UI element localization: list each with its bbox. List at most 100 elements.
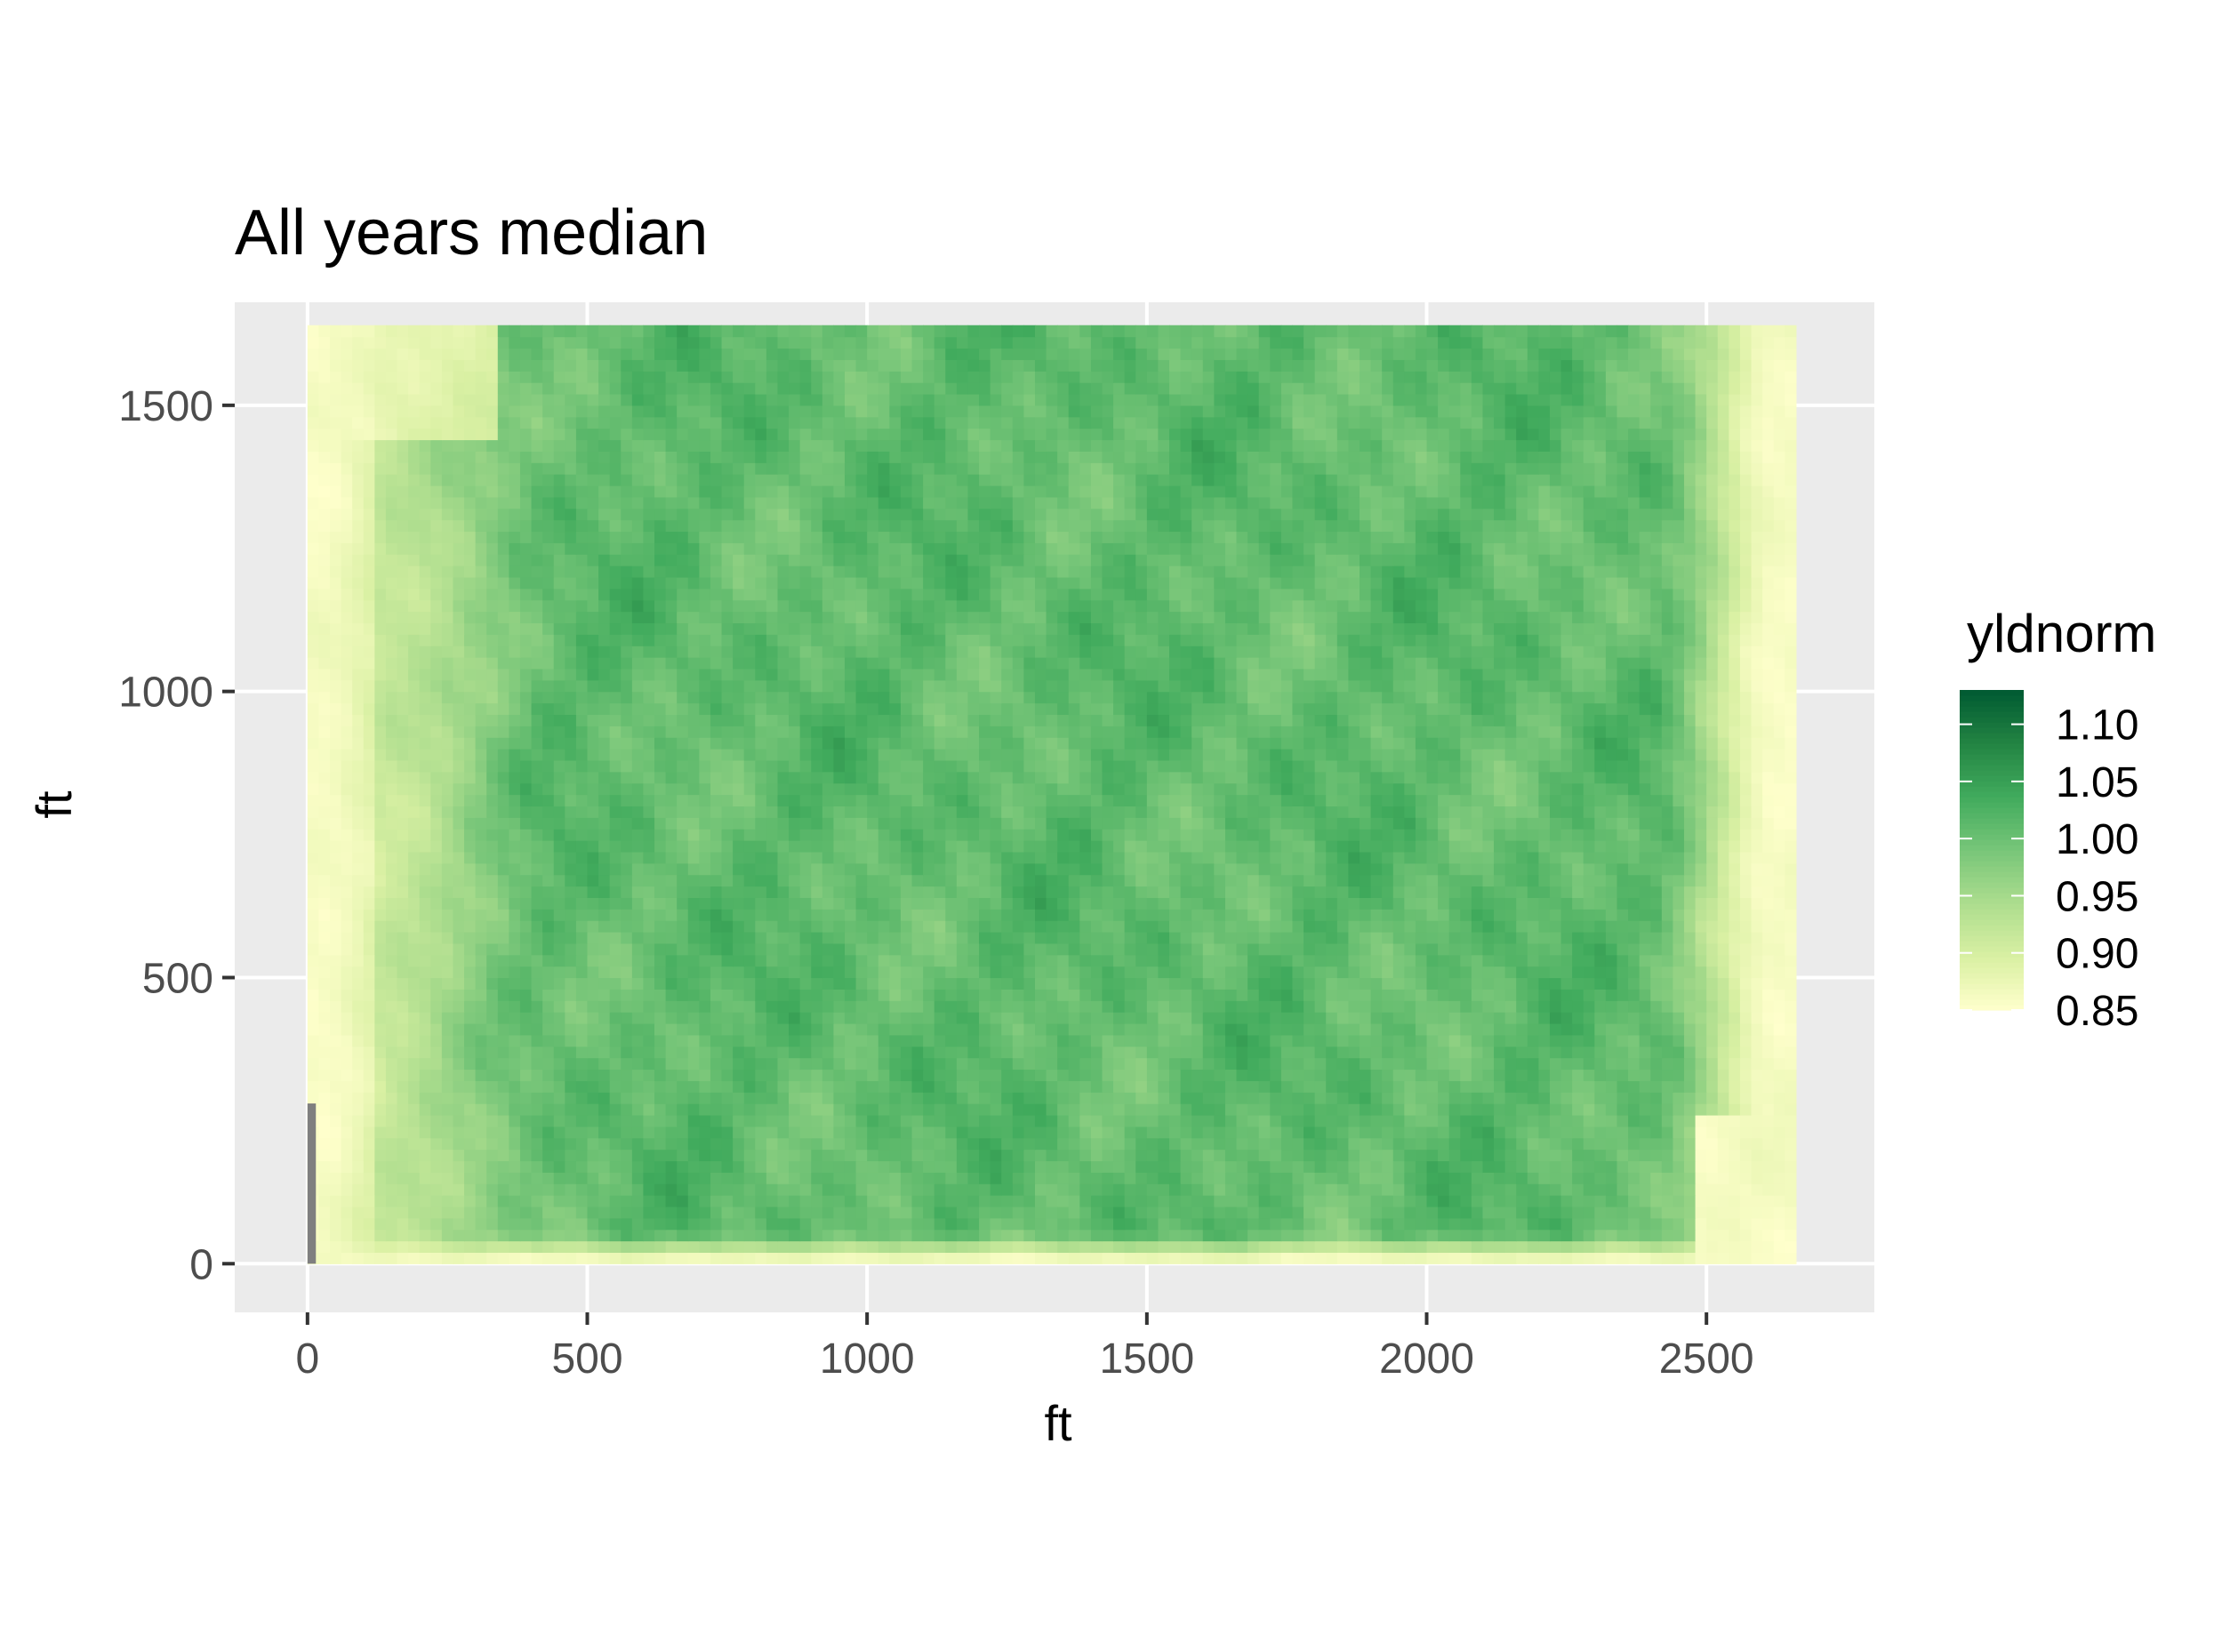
heatmap-cell [1482,1114,1495,1127]
heatmap-cell [844,931,857,944]
heatmap-cell [1046,909,1058,921]
heatmap-cell [1326,1046,1338,1059]
heatmap-cell [609,1240,622,1254]
heatmap-cell [1706,977,1719,990]
heatmap-cell [710,931,723,944]
heatmap-cell [1169,920,1182,933]
heatmap-cell [1673,1103,1685,1116]
heatmap-cell [1202,1229,1215,1242]
heatmap-cell [1616,851,1629,864]
heatmap-cell [307,1069,320,1081]
heatmap-cell [374,989,387,1001]
heatmap-cell [643,989,655,1001]
heatmap-cell [911,1092,924,1104]
heatmap-cell [777,1126,790,1139]
heatmap-cell [363,920,375,933]
heatmap-cell [822,1240,835,1254]
heatmap-cell [441,1012,454,1024]
heatmap-cell [631,1114,645,1127]
heatmap-cell [621,840,633,853]
heatmap-cell [1572,942,1584,956]
heatmap-cell [710,989,723,1001]
heatmap-cell [509,1160,521,1173]
heatmap-cell [945,1183,958,1196]
heatmap-cell [889,954,902,967]
heatmap-cell [1729,1126,1741,1139]
heatmap-cell [956,1022,969,1036]
heatmap-cell [889,1114,902,1127]
heatmap-cell [1482,977,1495,990]
heatmap-cell [1068,1000,1080,1013]
heatmap-cell [1739,977,1753,990]
heatmap-cell [1471,1080,1484,1093]
heatmap-cell [441,874,454,887]
heatmap-cell [833,942,846,956]
heatmap-cell [621,886,633,898]
heatmap-cell [1348,942,1360,956]
heatmap-cell [1280,1160,1294,1173]
heatmap-cell [1304,1069,1316,1081]
heatmap-cell [979,1080,991,1093]
heatmap-cell [1438,931,1450,944]
heatmap-cell [1762,1183,1775,1196]
heatmap-cell [519,954,533,967]
heatmap-cell [1169,1057,1182,1071]
heatmap-cell [1102,1080,1114,1093]
heatmap-cell [1594,1069,1607,1081]
heatmap-cell [1236,1092,1248,1104]
heatmap-cell [1549,1229,1562,1242]
heatmap-cell [1460,942,1472,956]
heatmap-cell [967,931,980,944]
heatmap-cell [464,1183,477,1196]
heatmap-cell [531,989,543,1001]
heatmap-cell [1191,989,1204,1001]
heatmap-cell [1706,1240,1719,1254]
heatmap-cell [419,1137,431,1151]
heatmap-cell [743,1000,756,1013]
heatmap-cell [699,1229,711,1242]
heatmap-cell [609,897,622,910]
heatmap-cell [1314,1172,1327,1184]
heatmap-cell [789,1206,801,1219]
heatmap-cell [677,1172,689,1184]
heatmap-cell [1751,1046,1763,1059]
heatmap-cell [911,977,924,990]
heatmap-cell [1247,862,1260,876]
heatmap-cell [408,851,421,864]
heatmap-cell [643,920,655,933]
heatmap-cell [1348,1217,1360,1231]
heatmap-cell [789,1195,801,1207]
heatmap-cell [990,1126,1002,1139]
heatmap-cell [464,1000,477,1013]
heatmap-cell [855,1103,868,1116]
heatmap-cell [677,1022,689,1036]
heatmap-cell [464,1114,477,1127]
heatmap-cell [497,1114,509,1127]
heatmap-cell [1560,954,1573,967]
heatmap-cell [397,931,409,944]
heatmap-cell [1023,897,1036,910]
heatmap-cell [1527,1206,1539,1219]
heatmap-cell [1046,1103,1058,1116]
heatmap-cell [1057,1069,1070,1081]
heatmap-cell [945,1229,958,1242]
heatmap-cell [789,1137,801,1151]
heatmap-cell [1785,909,1797,921]
heatmap-cell [1560,1126,1573,1139]
heatmap-cell [542,966,555,979]
heatmap-cell [1057,1103,1070,1116]
heatmap-cell [1079,1000,1092,1013]
heatmap-cell [934,1103,946,1116]
heatmap-cell [1370,840,1383,853]
heatmap-cell [1214,1252,1226,1264]
heatmap-cell [430,886,443,898]
heatmap-cell [1773,1103,1785,1116]
heatmap-cell [1382,1114,1394,1127]
heatmap-cell [822,1057,835,1071]
heatmap-cell [1583,1206,1595,1219]
heatmap-cell [575,1034,589,1047]
heatmap-cell [318,1240,331,1254]
heatmap-cell [979,1252,991,1264]
heatmap-cell [945,977,958,990]
heatmap-cell [1661,1057,1674,1071]
